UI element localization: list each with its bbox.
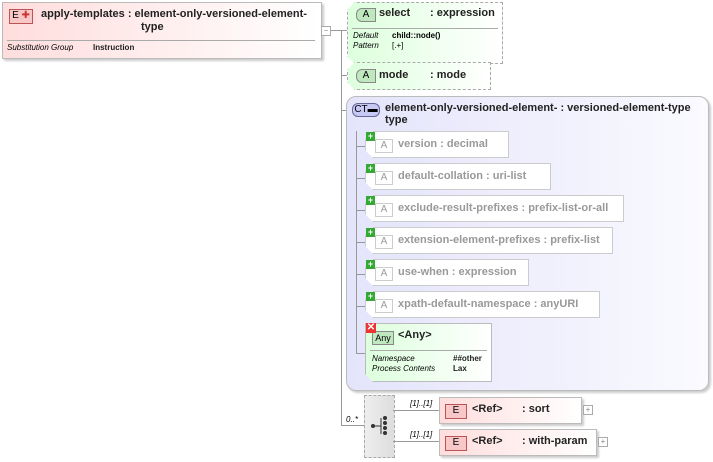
attribute-type: : mode	[430, 69, 467, 81]
element-badge-icon: E	[445, 436, 467, 451]
substitution-group-value: Instruction	[93, 43, 135, 52]
attribute-badge-icon: A	[375, 235, 393, 249]
ref-label: <Ref>	[472, 403, 503, 415]
optional-plus-icon: +	[366, 227, 375, 237]
complex-type-name-cont: type	[385, 114, 408, 126]
sequence-cardinality: 0..*	[346, 415, 359, 424]
ref-label: <Ref>	[472, 435, 503, 447]
collapse-toggle[interactable]: −	[321, 26, 331, 36]
attribute-badge-icon: A	[375, 267, 393, 281]
attribute-type: : expression	[430, 7, 495, 19]
element-badge-icon: E	[445, 404, 467, 419]
sequence-compositor[interactable]	[364, 395, 395, 458]
attribute-name: select	[379, 7, 411, 19]
attribute-badge-icon: A	[375, 203, 393, 217]
attribute-badge-icon: A	[375, 171, 393, 185]
attribute-name: mode	[379, 69, 409, 81]
any-name: <Any>	[398, 329, 432, 341]
root-element-name: apply-templates : element-only-versioned…	[41, 8, 307, 20]
ref-type: : with-param	[522, 435, 588, 447]
namespace-label: Namespace	[372, 354, 415, 363]
optional-plus-icon: +	[366, 131, 375, 141]
attribute-mode[interactable]: A mode : mode	[347, 62, 491, 90]
substitution-group-label: Substitution Group	[7, 43, 74, 52]
expand-sort-button[interactable]: +	[583, 405, 593, 415]
any-attribute-box[interactable]: Any <Any> Namespace ##other Process Cont…	[365, 323, 492, 382]
attribute-label: use-when : expression	[398, 266, 517, 278]
sequence-icon	[371, 416, 387, 435]
element-badge-icon: E ✚	[9, 9, 33, 24]
ref-cardinality: [1]..[1]	[410, 430, 433, 439]
optional-plus-icon: +	[366, 291, 375, 301]
expand-with-param-button[interactable]: +	[598, 437, 608, 447]
any-badge-icon: Any	[372, 331, 394, 345]
default-label: Default	[353, 31, 379, 40]
optional-plus-icon: +	[366, 195, 375, 205]
root-element-box[interactable]: E ✚ apply-templates : element-only-versi…	[2, 2, 322, 59]
attribute-label: exclude-result-prefixes : prefix-list-or…	[398, 202, 609, 214]
optional-plus-icon: +	[366, 163, 375, 173]
process-contents-label: Process Contents	[372, 364, 436, 373]
optional-plus-icon: +	[366, 259, 375, 269]
attribute-label: extension-element-prefixes : prefix-list	[398, 234, 600, 246]
attribute-badge-icon: A	[375, 299, 393, 313]
ref-cardinality: [1]..[1]	[410, 399, 433, 408]
prohibited-x-icon: ✕	[366, 322, 376, 333]
ref-type: : sort	[522, 403, 550, 415]
namespace-value: ##other	[453, 354, 482, 363]
attribute-badge-icon: A	[356, 69, 376, 83]
pattern-value: [.+]	[392, 41, 404, 50]
default-value: child::node()	[392, 31, 441, 40]
ref-sort[interactable]: E <Ref> : sort	[439, 397, 582, 424]
process-contents-value: Lax	[453, 364, 467, 373]
complex-type-name: element-only-versioned-element- : versio…	[385, 102, 691, 114]
ref-with-param[interactable]: E <Ref> : with-param	[439, 429, 597, 456]
attribute-badge-icon: A	[375, 139, 393, 153]
attribute-badge-icon: A	[356, 8, 376, 22]
pattern-label: Pattern	[353, 41, 379, 50]
attribute-label: version : decimal	[398, 138, 488, 150]
attribute-label: default-collation : uri-list	[398, 170, 527, 182]
root-element-type-cont: type	[141, 21, 164, 33]
attribute-label: xpath-default-namespace : anyURI	[398, 298, 579, 310]
complex-type-badge-icon: CT▬	[352, 103, 380, 117]
attribute-select[interactable]: A select : expression Default child::nod…	[347, 2, 503, 64]
